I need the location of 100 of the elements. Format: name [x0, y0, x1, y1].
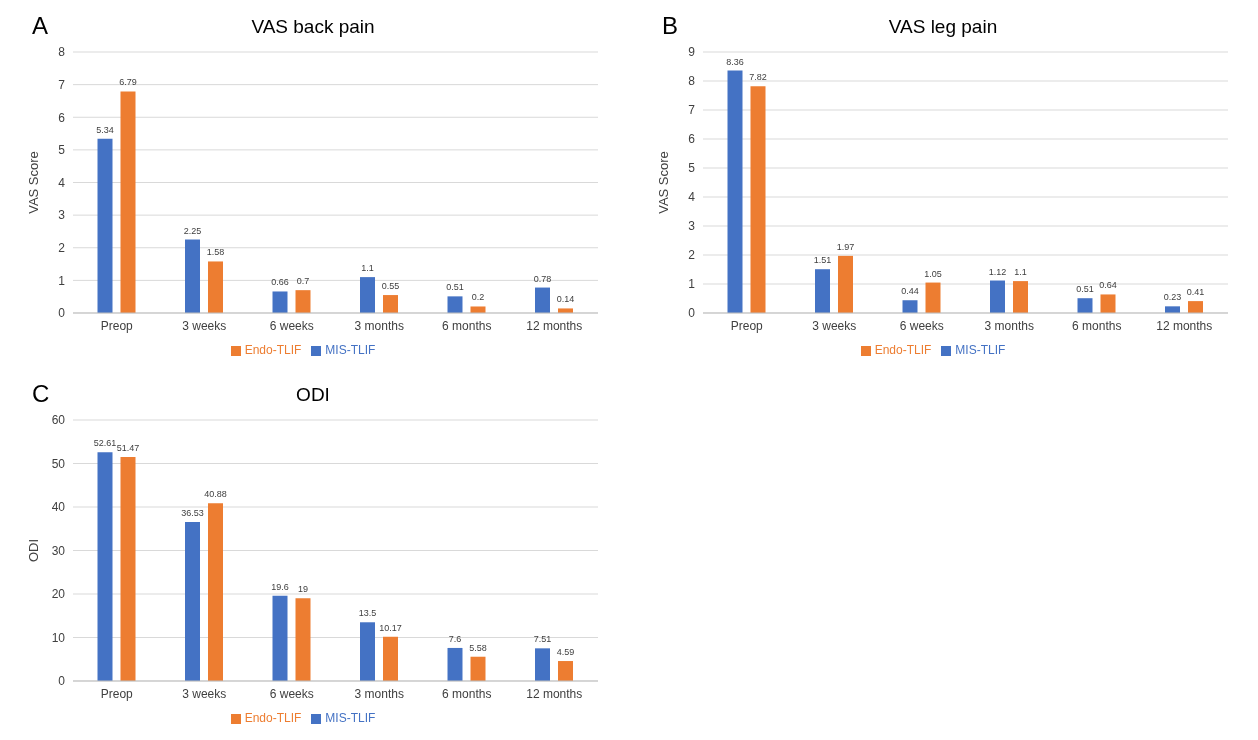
data-label: 5.58 — [469, 642, 487, 653]
data-label: 1.51 — [813, 255, 832, 266]
bar — [120, 91, 136, 313]
y-tick-label: 8 — [688, 74, 696, 89]
bar — [447, 647, 463, 681]
y-tick-label: 3 — [688, 219, 696, 234]
data-label: 7.51 — [533, 634, 552, 645]
data-label: 0.51 — [1076, 284, 1094, 295]
bar — [727, 70, 743, 313]
legend-label: MIS-TLIF — [955, 343, 1006, 357]
data-label: 6.79 — [119, 77, 137, 88]
bar — [208, 503, 223, 681]
chart-title: VAS leg pain — [888, 16, 998, 37]
y-tick-label: 9 — [688, 45, 696, 60]
bar — [470, 306, 486, 313]
data-label: 1.1 — [1014, 267, 1027, 278]
y-tick-label: 0 — [58, 306, 66, 321]
y-tick-label: 20 — [51, 587, 66, 602]
bar — [295, 290, 311, 313]
data-label: 5.34 — [96, 124, 114, 135]
legend-label: MIS-TLIF — [325, 711, 376, 725]
bar — [1013, 281, 1028, 313]
bar — [1188, 301, 1203, 313]
y-tick-label: 4 — [688, 190, 696, 205]
data-label: 7.6 — [448, 633, 462, 644]
data-label: 36.53 — [181, 508, 204, 519]
bar — [750, 86, 766, 313]
bar — [925, 282, 941, 313]
data-label: 0.23 — [1163, 292, 1182, 303]
data-label: 0.41 — [1186, 287, 1205, 298]
data-label: 19 — [297, 584, 309, 595]
x-tick-label: 3 months — [354, 686, 404, 701]
y-tick-label: 2 — [58, 241, 66, 256]
x-tick-label: 6 weeks — [269, 318, 314, 333]
y-tick-label: 3 — [58, 208, 66, 223]
y-tick-label: 10 — [51, 630, 66, 645]
x-tick-label: Preop — [100, 686, 134, 701]
bar — [208, 261, 223, 313]
text: A — [32, 12, 49, 40]
x-tick-label: 12 months — [526, 686, 583, 701]
y-tick-label: 6 — [688, 132, 696, 147]
data-label: 10.17 — [379, 622, 402, 633]
data-label: 19.6 — [271, 581, 289, 592]
data-label: 1.05 — [924, 268, 942, 279]
bar — [1100, 294, 1116, 313]
y-tick-label: 8 — [58, 45, 66, 60]
x-tick-label: 6 months — [442, 318, 492, 333]
bar — [383, 636, 398, 681]
bar — [383, 295, 398, 313]
data-label: 0.44 — [901, 286, 919, 297]
bar — [838, 255, 853, 313]
bar — [97, 138, 113, 313]
x-tick-label: 6 weeks — [269, 686, 314, 701]
x-tick-label: 6 weeks — [899, 318, 944, 333]
x-tick-label: 6 months — [442, 686, 492, 701]
data-label: 8.36 — [726, 56, 744, 67]
bar — [185, 239, 200, 313]
data-label: 0.55 — [381, 281, 400, 292]
bar — [1165, 306, 1180, 313]
text: C — [32, 380, 50, 408]
data-label: 0.2 — [471, 292, 485, 303]
bar — [295, 598, 311, 681]
legend-label: Endo-TLIF — [874, 343, 932, 357]
x-tick-label: Preop — [730, 318, 764, 333]
bar — [272, 595, 288, 681]
data-label: 52.61 — [93, 438, 117, 449]
data-label: 1.12 — [988, 266, 1007, 277]
bar — [535, 648, 550, 681]
x-tick-label: 6 months — [1072, 318, 1122, 333]
y-tick-label: 30 — [51, 543, 66, 558]
data-label: 1.58 — [206, 247, 225, 258]
y-axis-title: VAS Score — [655, 151, 671, 214]
y-tick-label: 7 — [58, 77, 66, 92]
y-tick-label: 0 — [688, 306, 696, 321]
y-tick-label: 4 — [58, 175, 66, 190]
y-tick-label: 5 — [688, 161, 696, 176]
bar — [902, 300, 918, 313]
x-tick-label: 3 weeks — [182, 686, 227, 701]
bar — [535, 287, 550, 313]
y-tick-label: 5 — [58, 143, 66, 158]
legend-label: Endo-TLIF — [244, 343, 302, 357]
bar — [558, 661, 573, 681]
text: B — [662, 12, 679, 40]
data-label: 1.97 — [836, 241, 855, 252]
data-label: 0.64 — [1099, 280, 1117, 291]
data-label: 0.14 — [556, 294, 575, 305]
x-tick-label: Preop — [100, 318, 134, 333]
x-tick-label: 3 months — [984, 318, 1034, 333]
chart-title: VAS back pain — [251, 16, 375, 37]
bar — [360, 622, 375, 681]
y-tick-label: 1 — [58, 273, 66, 288]
y-axis-title: ODI — [25, 538, 41, 563]
y-axis-title: VAS Score — [25, 151, 41, 214]
bar — [185, 522, 200, 681]
bar — [1077, 298, 1093, 313]
bar — [470, 656, 486, 681]
x-tick-label: 3 months — [354, 318, 404, 333]
bar — [360, 277, 375, 313]
y-tick-label: 6 — [58, 110, 66, 125]
y-tick-label: 50 — [51, 456, 66, 471]
